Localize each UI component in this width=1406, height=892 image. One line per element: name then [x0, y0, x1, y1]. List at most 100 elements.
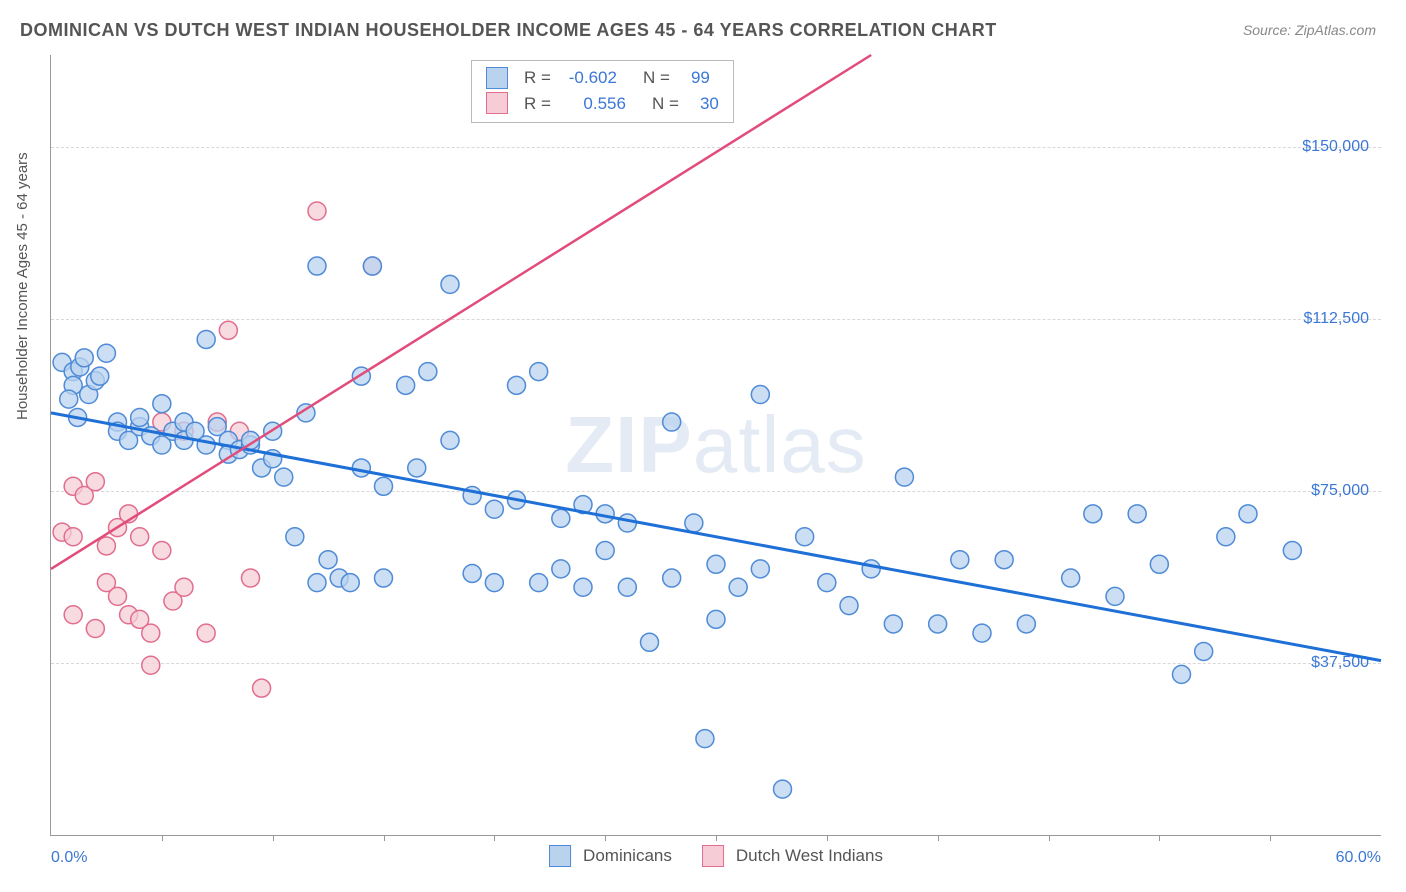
plot-svg: [51, 55, 1381, 835]
x-tick: [1159, 835, 1160, 841]
data-point-dominicans: [363, 257, 381, 275]
trend-line-dutch: [51, 55, 871, 569]
data-point-dominicans: [552, 509, 570, 527]
data-point-dominicans: [1106, 587, 1124, 605]
x-axis-label-right: 60.0%: [1336, 849, 1381, 867]
legend-item-dutch: Dutch West Indians: [702, 845, 883, 867]
stats-box: R = -0.602 N = 99 R = 0.556 N = 30: [471, 60, 734, 123]
data-point-dominicans: [463, 564, 481, 582]
data-point-dominicans: [707, 555, 725, 573]
data-point-dominicans: [441, 431, 459, 449]
legend-swatch-dutch: [702, 845, 724, 867]
data-point-dominicans: [1128, 505, 1146, 523]
x-tick: [716, 835, 717, 841]
x-tick: [938, 835, 939, 841]
data-point-dominicans: [884, 615, 902, 633]
data-point-dominicans: [408, 459, 426, 477]
data-point-dominicans: [1217, 528, 1235, 546]
chart-container: DOMINICAN VS DUTCH WEST INDIAN HOUSEHOLD…: [0, 0, 1406, 892]
data-point-dutch: [242, 569, 260, 587]
data-point-dutch: [219, 321, 237, 339]
data-point-dutch: [64, 528, 82, 546]
n-value-0: 99: [680, 65, 710, 91]
data-point-dominicans: [951, 551, 969, 569]
stats-row-dominicans: R = -0.602 N = 99: [486, 65, 719, 91]
data-point-dominicans: [319, 551, 337, 569]
data-point-dutch: [86, 620, 104, 638]
data-point-dominicans: [973, 624, 991, 642]
data-point-dominicans: [696, 730, 714, 748]
data-point-dominicans: [641, 633, 659, 651]
data-point-dutch: [97, 537, 115, 555]
data-point-dominicans: [97, 344, 115, 362]
r-value-1: 0.556: [561, 91, 626, 117]
data-point-dominicans: [1017, 615, 1035, 633]
legend: Dominicans Dutch West Indians: [549, 845, 883, 867]
data-point-dominicans: [751, 386, 769, 404]
data-point-dominicans: [1239, 505, 1257, 523]
source-credit: Source: ZipAtlas.com: [1243, 22, 1376, 38]
x-tick: [1049, 835, 1050, 841]
data-point-dominicans: [729, 578, 747, 596]
x-tick: [827, 835, 828, 841]
data-point-dominicans: [685, 514, 703, 532]
x-axis-label-left: 0.0%: [51, 849, 87, 867]
data-point-dutch: [64, 606, 82, 624]
data-point-dominicans: [1283, 542, 1301, 560]
stats-row-dutch: R = 0.556 N = 30: [486, 91, 719, 117]
data-point-dominicans: [397, 376, 415, 394]
swatch-dominicans: [486, 67, 508, 89]
data-point-dominicans: [618, 514, 636, 532]
r-value-0: -0.602: [561, 65, 617, 91]
data-point-dominicans: [552, 560, 570, 578]
n-value-1: 30: [689, 91, 719, 117]
r-label-1: R =: [524, 91, 551, 117]
data-point-dutch: [175, 578, 193, 596]
legend-item-dominicans: Dominicans: [549, 845, 672, 867]
data-point-dominicans: [596, 542, 614, 560]
data-point-dominicans: [308, 574, 326, 592]
data-point-dominicans: [419, 363, 437, 381]
data-point-dominicans: [275, 468, 293, 486]
legend-label-dominicans: Dominicans: [583, 846, 672, 866]
x-tick: [1270, 835, 1271, 841]
data-point-dutch: [142, 624, 160, 642]
x-tick: [494, 835, 495, 841]
data-point-dominicans: [1195, 642, 1213, 660]
data-point-dutch: [131, 528, 149, 546]
data-point-dominicans: [485, 574, 503, 592]
data-point-dominicans: [1084, 505, 1102, 523]
data-point-dominicans: [751, 560, 769, 578]
r-label-0: R =: [524, 65, 551, 91]
data-point-dominicans: [1173, 665, 1191, 683]
swatch-dutch: [486, 92, 508, 114]
data-point-dominicans: [375, 477, 393, 495]
data-point-dominicans: [153, 395, 171, 413]
data-point-dutch: [197, 624, 215, 642]
data-point-dominicans: [530, 574, 548, 592]
x-tick: [384, 835, 385, 841]
data-point-dutch: [153, 542, 171, 560]
data-point-dominicans: [308, 257, 326, 275]
data-point-dutch: [253, 679, 271, 697]
data-point-dominicans: [341, 574, 359, 592]
n-label-1: N =: [652, 91, 679, 117]
data-point-dominicans: [91, 367, 109, 385]
x-tick: [273, 835, 274, 841]
data-point-dominicans: [1062, 569, 1080, 587]
data-point-dominicans: [286, 528, 304, 546]
data-point-dominicans: [574, 578, 592, 596]
data-point-dominicans: [197, 436, 215, 454]
x-tick: [605, 835, 606, 841]
x-tick: [162, 835, 163, 841]
data-point-dutch: [109, 587, 127, 605]
data-point-dominicans: [862, 560, 880, 578]
data-point-dominicans: [818, 574, 836, 592]
y-axis-title: Householder Income Ages 45 - 64 years: [14, 152, 31, 420]
n-label-0: N =: [643, 65, 670, 91]
legend-label-dutch: Dutch West Indians: [736, 846, 883, 866]
data-point-dominicans: [131, 408, 149, 426]
data-point-dominicans: [530, 363, 548, 381]
data-point-dominicans: [485, 500, 503, 518]
data-point-dominicans: [197, 330, 215, 348]
